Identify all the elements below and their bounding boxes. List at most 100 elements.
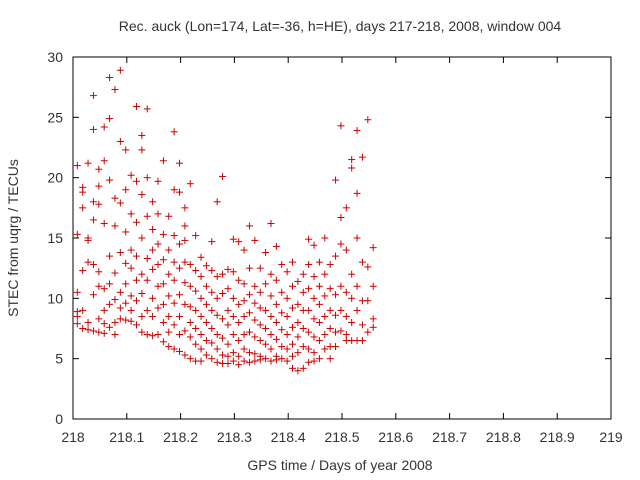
- data-point: [229, 349, 237, 357]
- data-point: [251, 282, 259, 290]
- data-point: [364, 328, 372, 336]
- data-point: [235, 300, 243, 308]
- data-point: [89, 327, 97, 335]
- data-point: [138, 191, 146, 199]
- data-point: [143, 105, 151, 113]
- data-point: [305, 285, 313, 293]
- data-point: [138, 234, 146, 242]
- data-point: [116, 288, 124, 296]
- data-point: [229, 331, 237, 339]
- data-point: [213, 331, 221, 339]
- data-point: [89, 92, 97, 100]
- data-point: [283, 331, 291, 339]
- data-point: [219, 290, 227, 298]
- data-point: [122, 259, 130, 267]
- data-point: [73, 320, 81, 328]
- data-point: [315, 300, 323, 308]
- data-point: [364, 263, 372, 271]
- data-point: [332, 176, 340, 184]
- data-point: [251, 316, 259, 324]
- data-point: [84, 159, 92, 167]
- data-point: [235, 318, 243, 326]
- data-point: [240, 357, 248, 365]
- data-point: [289, 258, 297, 266]
- data-point: [267, 312, 275, 320]
- data-point: [337, 282, 345, 290]
- data-point: [159, 300, 167, 308]
- data-point: [326, 285, 334, 293]
- data-point: [321, 270, 329, 278]
- data-point: [106, 323, 114, 331]
- data-point: [289, 340, 297, 348]
- data-point: [283, 345, 291, 353]
- data-point: [143, 306, 151, 314]
- data-point: [251, 333, 259, 341]
- data-point: [106, 252, 114, 260]
- x-tick-label: 218.6: [378, 429, 413, 445]
- data-point: [197, 312, 205, 320]
- data-point: [315, 337, 323, 345]
- data-point: [267, 270, 275, 278]
- data-point: [165, 328, 173, 336]
- data-point: [100, 329, 108, 337]
- data-point: [305, 328, 313, 336]
- data-point: [181, 351, 189, 359]
- data-point: [256, 304, 264, 312]
- data-point: [192, 325, 200, 332]
- data-point: [176, 347, 184, 355]
- data-point: [79, 325, 87, 332]
- data-point: [337, 306, 345, 314]
- data-point: [278, 343, 286, 351]
- data-point: [369, 323, 377, 331]
- data-point: [267, 357, 275, 365]
- data-point: [240, 331, 248, 339]
- data-point: [73, 230, 81, 238]
- data-point: [192, 306, 200, 314]
- data-point: [154, 210, 162, 218]
- data-point: [321, 331, 329, 339]
- data-point: [176, 264, 184, 272]
- x-tick-label: 218.2: [163, 429, 198, 445]
- data-point: [337, 122, 345, 130]
- data-point: [348, 156, 356, 164]
- data-point: [310, 349, 318, 357]
- data-point: [159, 157, 167, 165]
- data-point: [272, 242, 280, 250]
- data-point: [262, 355, 270, 363]
- data-point: [143, 174, 151, 182]
- data-point: [224, 340, 232, 348]
- x-tick-label: 218.3: [217, 429, 252, 445]
- data-point: [165, 246, 173, 254]
- data-point: [315, 318, 323, 326]
- data-point: [127, 264, 135, 272]
- data-point: [294, 277, 302, 285]
- data-point: [224, 285, 232, 293]
- data-point: [149, 246, 157, 254]
- data-point: [305, 345, 313, 353]
- data-point: [229, 235, 237, 243]
- data-point: [111, 296, 119, 304]
- data-point: [326, 325, 334, 332]
- data-point: [132, 321, 140, 329]
- data-point: [79, 188, 87, 196]
- data-point: [364, 116, 372, 124]
- y-tick-label: 5: [55, 351, 63, 367]
- data-point: [369, 244, 377, 252]
- data-point: [245, 309, 253, 317]
- data-point: [122, 280, 130, 288]
- data-point: [89, 216, 97, 224]
- data-point: [337, 240, 345, 248]
- data-point: [240, 246, 248, 254]
- data-point: [186, 282, 194, 290]
- data-point: [332, 328, 340, 336]
- data-point: [342, 204, 350, 212]
- data-point: [358, 258, 366, 266]
- data-point: [154, 331, 162, 339]
- data-point: [197, 331, 205, 339]
- data-point: [197, 253, 205, 261]
- data-point: [267, 331, 275, 339]
- data-point: [256, 337, 264, 345]
- data-point: [202, 318, 210, 326]
- data-point: [111, 194, 119, 202]
- data-point: [89, 261, 97, 269]
